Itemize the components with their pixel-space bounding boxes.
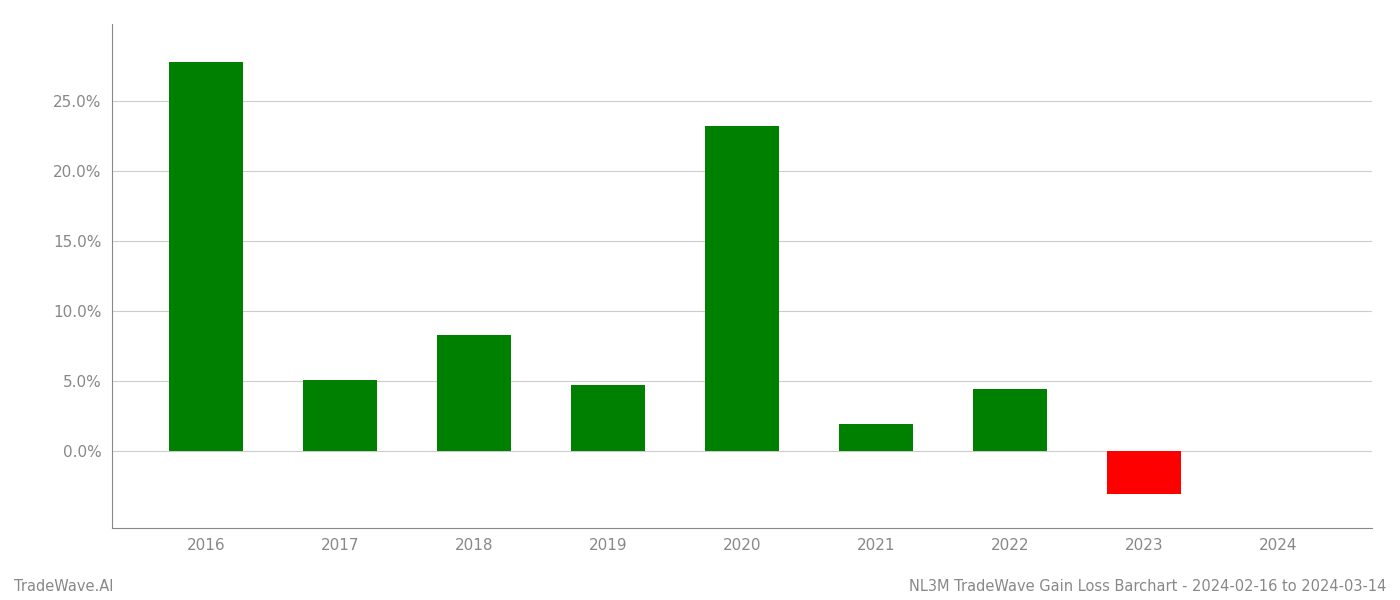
Text: TradeWave.AI: TradeWave.AI: [14, 579, 113, 594]
Bar: [973, 389, 1047, 451]
Bar: [1107, 451, 1182, 494]
Bar: [839, 424, 913, 451]
Bar: [706, 126, 778, 451]
Bar: [302, 380, 377, 451]
Bar: [169, 62, 242, 451]
Bar: [437, 335, 511, 451]
Bar: [571, 385, 645, 451]
Text: NL3M TradeWave Gain Loss Barchart - 2024-02-16 to 2024-03-14: NL3M TradeWave Gain Loss Barchart - 2024…: [909, 579, 1386, 594]
